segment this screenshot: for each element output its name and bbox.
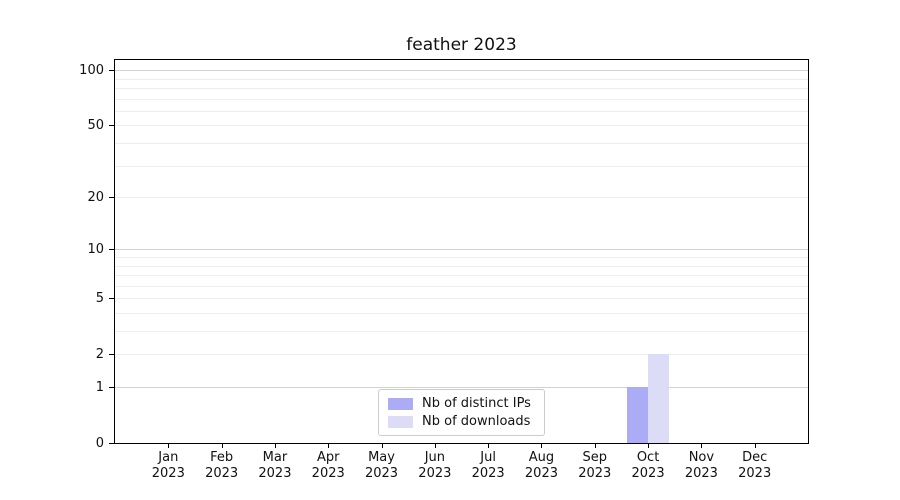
x-tick-month: Jun xyxy=(424,450,445,465)
x-tick-year: 2023 xyxy=(631,466,665,481)
x-tick-mark xyxy=(274,443,276,448)
y-gridline-minor xyxy=(115,312,808,314)
x-tick-year: 2023 xyxy=(738,466,772,481)
y-tick-mark xyxy=(109,387,114,388)
x-tick-year: 2023 xyxy=(578,466,612,481)
x-tick-month: Aug xyxy=(528,450,555,465)
y-tick-label: 10 xyxy=(87,242,104,258)
x-tick-month: May xyxy=(368,450,395,465)
x-tick-mark xyxy=(541,443,543,448)
x-tick-label: Jul 2023 xyxy=(458,450,518,482)
y-tick-mark xyxy=(109,354,114,356)
legend: Nb of distinct IPs Nb of downloads xyxy=(378,389,545,436)
x-tick-label: Dec 2023 xyxy=(725,450,785,482)
y-gridline-minor xyxy=(115,265,808,267)
y-gridline-minor xyxy=(115,275,808,277)
x-tick-year: 2023 xyxy=(205,466,239,481)
x-tick-mark xyxy=(648,443,650,448)
y-gridline-minor xyxy=(115,257,808,258)
x-tick-year: 2023 xyxy=(684,466,718,481)
plot-area xyxy=(114,59,809,444)
x-tick-year: 2023 xyxy=(471,466,505,481)
x-tick-label: Sep 2023 xyxy=(565,450,625,482)
y-tick-label: 0 xyxy=(95,436,104,451)
legend-swatch-downloads xyxy=(388,415,413,428)
x-tick-mark xyxy=(221,443,223,448)
x-tick-month: Feb xyxy=(210,450,234,465)
x-tick-label: Aug 2023 xyxy=(511,450,571,482)
y-gridline-major xyxy=(115,70,808,72)
legend-label-distinct-ips: Nb of distinct IPs xyxy=(422,395,531,411)
x-tick-month: Jan xyxy=(158,450,179,465)
y-gridline-minor xyxy=(115,197,808,199)
y-tick-label: 50 xyxy=(87,118,104,134)
y-tick-label: 2 xyxy=(95,347,104,363)
x-tick-mark xyxy=(488,443,490,448)
y-gridline-major xyxy=(115,387,808,388)
x-tick-year: 2023 xyxy=(311,466,345,481)
chart-title: feather 2023 xyxy=(406,35,517,55)
y-gridline-minor xyxy=(115,143,808,145)
y-tick-label: 20 xyxy=(87,190,104,206)
y-gridline-minor xyxy=(115,88,808,90)
y-gridline-minor xyxy=(115,110,808,112)
y-gridline-minor xyxy=(115,78,808,80)
legend-item: Nb of distinct IPs xyxy=(388,395,535,411)
x-tick-label: Feb 2023 xyxy=(192,450,252,482)
bar-nb-of-downloads-oct xyxy=(648,354,670,443)
y-gridline-minor xyxy=(115,331,808,333)
x-tick-mark xyxy=(168,443,170,448)
x-tick-month: Oct xyxy=(636,450,660,465)
y-gridline-minor xyxy=(115,165,808,167)
x-tick-month: Mar xyxy=(262,450,288,465)
x-tick-month: Dec xyxy=(742,450,768,465)
y-gridline-minor xyxy=(115,125,808,127)
x-tick-mark xyxy=(434,443,436,448)
legend-item: Nb of downloads xyxy=(388,413,535,429)
x-tick-mark xyxy=(381,443,383,448)
x-tick-label: May 2023 xyxy=(352,450,412,482)
y-gridline-major xyxy=(115,249,808,251)
x-tick-year: 2023 xyxy=(364,466,399,481)
y-gridline-minor xyxy=(115,298,808,300)
x-tick-label: Mar 2023 xyxy=(245,450,305,482)
y-tick-mark xyxy=(109,70,114,72)
x-tick-mark xyxy=(328,443,330,448)
legend-swatch-distinct-ips xyxy=(388,397,413,410)
x-tick-label: Oct 2023 xyxy=(618,450,678,482)
x-tick-label: Jan 2023 xyxy=(138,450,198,482)
x-tick-mark xyxy=(754,443,756,448)
x-tick-year: 2023 xyxy=(258,466,292,481)
y-tick-mark xyxy=(109,197,114,199)
legend-label-downloads: Nb of downloads xyxy=(422,413,531,429)
y-gridline-minor xyxy=(115,98,808,100)
x-tick-label: Jun 2023 xyxy=(405,450,465,482)
x-tick-month: Jul xyxy=(480,450,496,465)
x-tick-label: Nov 2023 xyxy=(671,450,731,482)
y-gridline-minor xyxy=(115,285,808,287)
y-tick-mark xyxy=(109,443,114,444)
y-tick-mark xyxy=(109,249,114,251)
y-gridline-minor xyxy=(115,354,808,356)
x-tick-label: Apr 2023 xyxy=(298,450,358,482)
y-tick-label: 1 xyxy=(95,380,104,395)
y-tick-label: 5 xyxy=(95,291,104,307)
x-tick-month: Sep xyxy=(582,450,608,465)
x-tick-month: Apr xyxy=(316,450,340,465)
x-tick-year: 2023 xyxy=(151,466,185,481)
x-tick-year: 2023 xyxy=(418,466,452,481)
bar-nb-of-distinct-ips-oct xyxy=(626,387,649,443)
x-tick-mark xyxy=(701,443,703,448)
y-tick-mark xyxy=(109,125,114,127)
y-tick-label: 100 xyxy=(79,63,104,79)
x-tick-mark xyxy=(594,443,596,448)
y-tick-mark xyxy=(109,298,114,300)
x-tick-year: 2023 xyxy=(524,466,558,481)
x-tick-month: Nov xyxy=(688,450,715,465)
